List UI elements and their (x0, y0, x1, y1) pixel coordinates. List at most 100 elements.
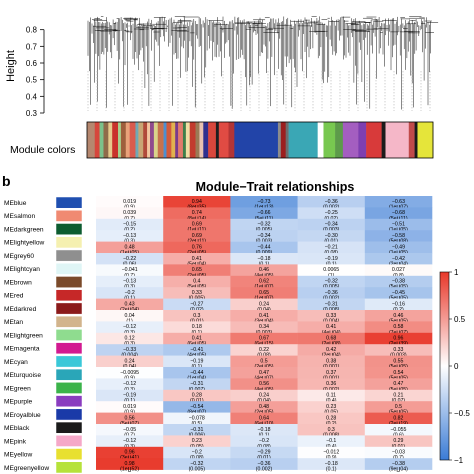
heatmap-cell (96, 367, 164, 379)
heatmap-cell-value: −0.19 (325, 256, 338, 262)
heatmap-cell (96, 378, 164, 391)
heatmap-cell (297, 332, 366, 345)
heatmap-cell (364, 355, 433, 368)
heatmap-cell (163, 207, 231, 220)
heatmap-cell-value: −0.38 (392, 279, 405, 285)
heatmap-cell (364, 367, 433, 379)
module-swatch (55, 236, 83, 249)
heatmap-cell (163, 367, 231, 379)
heatmap-cell (230, 275, 298, 288)
heatmap-cell (297, 207, 366, 220)
heatmap-cell (163, 310, 231, 322)
heatmap-cell (297, 424, 366, 436)
heatmap-cell (96, 412, 164, 425)
heatmap-cell-value: −0.078 (189, 415, 205, 421)
module-color-segment (125, 122, 130, 158)
heatmap-cell (297, 389, 366, 402)
heatmap-cell-value: 0.41 (326, 324, 336, 330)
heatmap-cell-value: 0.5 (260, 358, 267, 364)
heatmap-cell-value: 0.24 (125, 358, 135, 364)
heatmap-cell (364, 207, 433, 220)
heatmap-cell (96, 401, 164, 413)
heatmap-cell-value: −0.13 (123, 279, 136, 285)
heatmap-cell (297, 458, 366, 470)
heatmap-cell-pvalue: (0.002) (256, 467, 273, 473)
heatmap-cell (297, 412, 366, 425)
heatmap-cell-value: −0.25 (325, 210, 338, 216)
heatmap-cell (230, 389, 298, 402)
heatmap-cell-value: 0.54 (393, 370, 403, 376)
heatmap-cell (230, 367, 298, 379)
heatmap-cell-value: 0.82 (393, 415, 403, 421)
module-color-segment (199, 122, 204, 158)
heatmap-cell-value: 0.65 (192, 267, 202, 273)
heatmap-cell (96, 287, 164, 299)
heatmap-cell (364, 230, 433, 242)
heatmap-cell-value: 0.12 (125, 336, 135, 342)
module-row-label: MEdarkgreen (4, 226, 44, 233)
heatmap-cell (163, 218, 231, 231)
heatmap-cell-value: −0.05 (123, 427, 136, 433)
heatmap-cell-value: −0.42 (392, 256, 405, 262)
heatmap-cell (230, 458, 298, 470)
heatmap-cell (364, 332, 433, 345)
module-color-segment (342, 122, 359, 158)
module-color-bar-border (86, 121, 434, 159)
heatmap-cell-value: −0.32 (190, 461, 203, 467)
module-color-segment (103, 122, 109, 158)
module-row-label: MEgreen (4, 385, 31, 392)
heatmap-cell (230, 424, 298, 436)
module-color-segment (317, 122, 324, 158)
heatmap-legend: 1 0.5 0 −0.5 −1 (439, 268, 470, 465)
heatmap-cell (163, 275, 231, 288)
y-tick-label: 0.5 (26, 76, 38, 85)
heatmap-cell-value: 0.4 (193, 279, 200, 285)
heatmap-cell-value: 0.019 (123, 199, 136, 205)
heatmap-cell-value: −0.2 (192, 450, 202, 456)
heatmap-cell (230, 412, 298, 425)
heatmap-cell (364, 424, 433, 436)
module-color-segment (417, 122, 434, 158)
heatmap-cell-value: 0.69 (192, 222, 202, 228)
heatmap-cell-value: 0.41 (192, 336, 202, 342)
heatmap-cell-value: −0.73 (257, 199, 270, 205)
panel-label-b: b (2, 173, 11, 189)
module-row-label: MEdarkred (4, 306, 37, 313)
heatmap-cell (364, 389, 433, 402)
y-tick-label: 0.7 (26, 42, 38, 51)
module-color-segment (280, 122, 286, 158)
module-color-segment (195, 122, 200, 158)
heatmap-cell (297, 355, 366, 368)
module-swatch (55, 289, 83, 302)
module-color-segment (185, 122, 191, 158)
heatmap-cell (364, 241, 433, 254)
module-row-label: MEpink (4, 438, 27, 445)
heatmap-cell (364, 412, 433, 425)
module-color-segment (129, 122, 136, 158)
module-color-segment (138, 122, 144, 158)
module-color-segment (203, 122, 209, 158)
y-tick-label: 0.3 (26, 109, 38, 118)
heatmap-cell-value: 0.47 (393, 381, 403, 387)
heatmap-cell-value: 0.18 (192, 324, 202, 330)
heatmap-cell (297, 264, 366, 277)
leaf-guides (87, 71, 431, 111)
dendrogram-y-axis: 0.8 0.7 0.6 0.5 0.4 0.3 (26, 26, 45, 118)
heatmap-cell-value: −0.36 (325, 290, 338, 296)
heatmap-cell-value: −0.66 (257, 210, 270, 216)
heatmap-cell-value: 0.0065 (323, 267, 339, 273)
heatmap-cell (364, 264, 433, 277)
heatmap-cell-value: 0.46 (259, 267, 269, 273)
heatmap-cell (364, 344, 433, 356)
heatmap-cell (96, 424, 164, 436)
module-color-segment (218, 122, 229, 158)
heatmap-cell-value: −0.54 (190, 404, 203, 410)
heatmap-cell-value: 0.48 (259, 404, 269, 410)
module-swatch (55, 249, 83, 262)
heatmap-cell-value: 0.38 (326, 358, 336, 364)
heatmap-cell (297, 275, 366, 288)
heatmap-cell (297, 401, 366, 413)
module-color-segment (288, 122, 318, 158)
heatmap-cell-value: 0.46 (393, 313, 403, 319)
